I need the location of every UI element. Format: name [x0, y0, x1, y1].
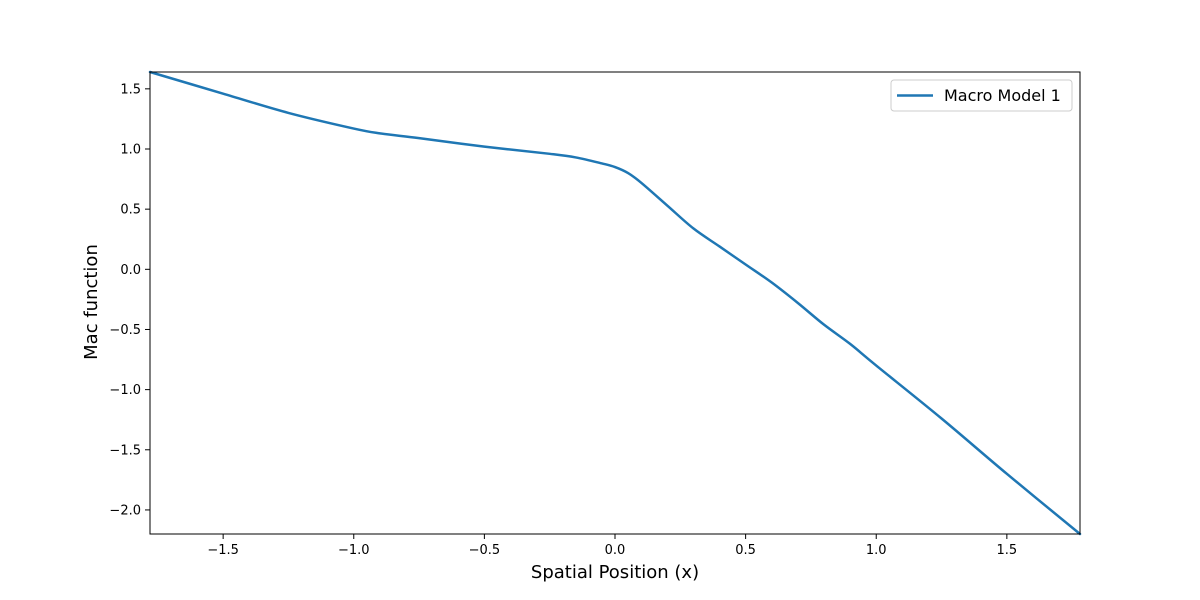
series-lines: [148, 70, 1082, 536]
y-tick-label: 1.0: [120, 143, 141, 158]
y-tick-label: −1.5: [109, 443, 141, 458]
x-tick-label: 1.5: [997, 543, 1018, 558]
y-axis-label: Mac function: [81, 244, 102, 360]
y-tick-label: −2.0: [109, 503, 141, 518]
y-tick-label: 0.0: [120, 263, 141, 278]
x-axis-label: Spatial Position (x): [531, 562, 699, 583]
x-tick-label: −1.0: [338, 543, 370, 558]
x-tick-label: 0.0: [605, 543, 626, 558]
legend-label: Macro Model 1: [944, 86, 1061, 105]
series-line-1: [148, 70, 1082, 536]
y-tick-label: 0.5: [120, 203, 141, 218]
x-axis-ticks: −1.5 −1.0 −0.5 0.0 0.5 1.0 1.5: [207, 534, 1017, 558]
x-tick-label: 1.0: [866, 543, 887, 558]
x-tick-label: 0.5: [735, 543, 756, 558]
y-tick-label: 1.5: [120, 82, 141, 97]
y-tick-label: −1.0: [109, 383, 141, 398]
legend-box: [890, 79, 1073, 112]
x-tick-label: −0.5: [469, 543, 501, 558]
y-axis-ticks: 1.5 1.0 0.5 0.0 −0.5 −1.0 −1.5 −2.0: [109, 82, 150, 518]
axes-frame: [149, 71, 1081, 535]
x-tick-label: −1.5: [207, 543, 239, 558]
y-tick-label: −0.5: [109, 323, 141, 338]
plot-area: −1.5 −1.0 −0.5 0.0 0.5 1.0 1.5 1.5 1.0 0.5 0.0 −0.…: [109, 70, 1082, 558]
legend: Macro Model 1: [890, 79, 1073, 112]
